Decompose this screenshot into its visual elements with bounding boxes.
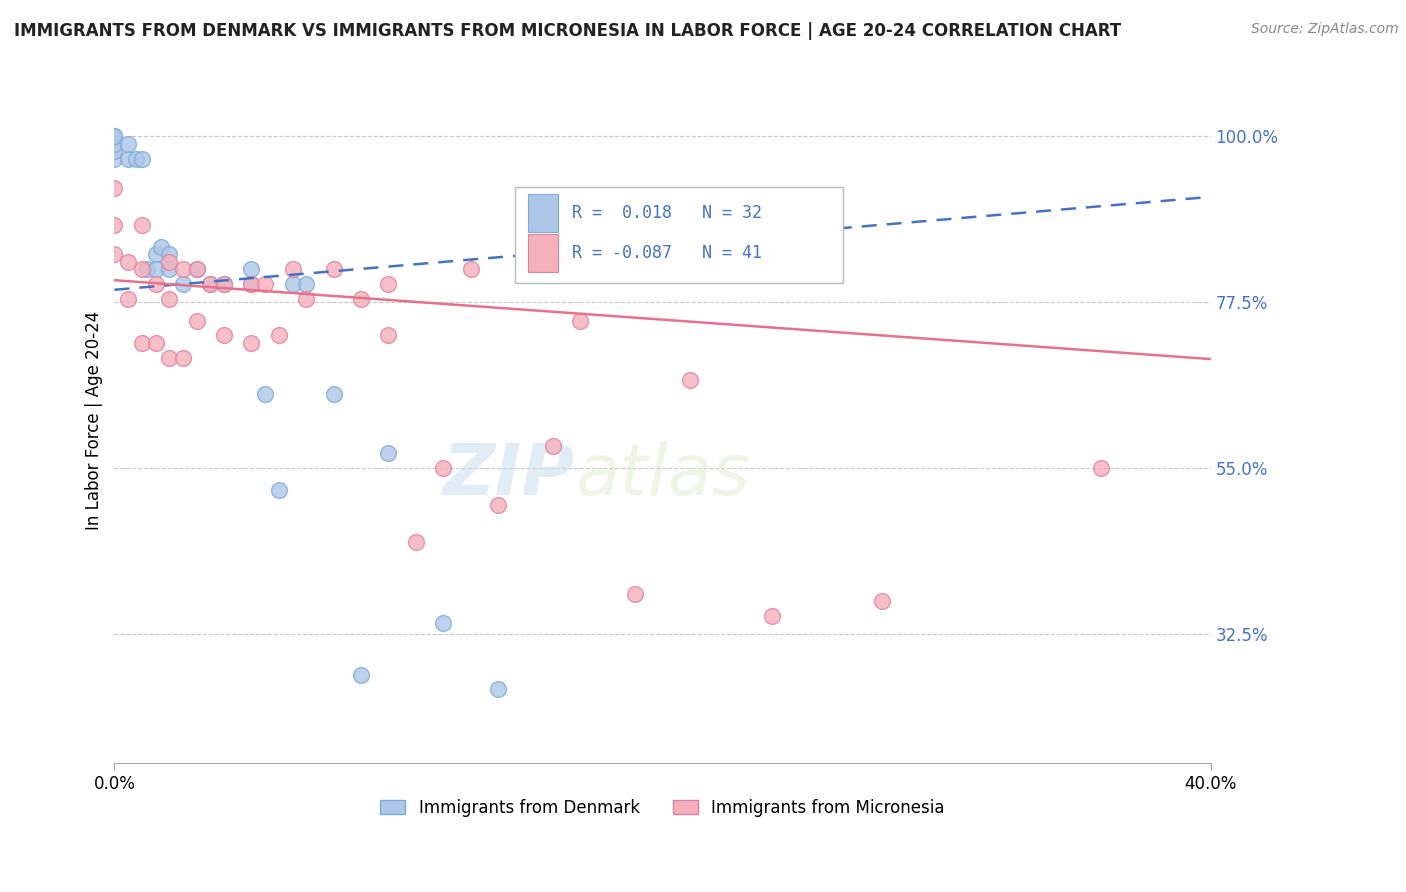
Point [186, 314, 208, 328]
Point [103, 181, 125, 195]
Point [761, 608, 783, 623]
Point [172, 351, 194, 365]
Point [377, 277, 399, 291]
Point [212, 328, 235, 343]
Point [432, 615, 454, 630]
Point [157, 292, 180, 306]
Point [131, 152, 153, 166]
Point [103, 218, 125, 232]
Point [240, 277, 263, 291]
Point [706, 218, 728, 232]
Point [157, 351, 180, 365]
Point [377, 328, 399, 343]
Text: R =  0.018   N = 32: R = 0.018 N = 32 [572, 204, 762, 222]
Point [117, 136, 139, 151]
Point [186, 262, 208, 277]
Point [212, 277, 235, 291]
Point [281, 262, 304, 277]
Bar [527, 234, 558, 272]
Point [131, 218, 153, 232]
Point [486, 498, 509, 512]
Point [350, 292, 373, 306]
FancyBboxPatch shape [515, 187, 844, 283]
Point [200, 277, 222, 291]
Point [377, 446, 399, 460]
Point [103, 129, 125, 144]
Point [103, 136, 125, 151]
Point [172, 277, 194, 291]
Point [157, 262, 180, 277]
Point [541, 439, 564, 453]
Point [131, 335, 153, 350]
Point [150, 240, 173, 254]
Point [103, 152, 125, 166]
Text: ZIP: ZIP [443, 441, 575, 509]
Point [267, 483, 290, 498]
Point [103, 129, 125, 144]
Point [125, 152, 148, 166]
Point [145, 247, 167, 261]
Point [136, 262, 159, 277]
Point [103, 144, 125, 158]
Point [145, 335, 167, 350]
Text: atlas: atlas [575, 441, 749, 509]
Point [145, 277, 167, 291]
Text: R = -0.087   N = 41: R = -0.087 N = 41 [572, 244, 762, 262]
Point [350, 667, 373, 681]
Point [117, 254, 139, 268]
Text: Source: ZipAtlas.com: Source: ZipAtlas.com [1251, 22, 1399, 37]
Point [103, 247, 125, 261]
Point [295, 292, 318, 306]
Point [172, 262, 194, 277]
Point [460, 262, 482, 277]
Point [267, 328, 290, 343]
Point [405, 535, 427, 549]
Point [240, 335, 263, 350]
Point [117, 152, 139, 166]
Point [157, 247, 180, 261]
Point [624, 586, 647, 600]
Point [569, 314, 592, 328]
Point [624, 262, 647, 277]
Point [281, 277, 304, 291]
Point [870, 594, 893, 608]
Point [200, 277, 222, 291]
Y-axis label: In Labor Force | Age 20-24: In Labor Force | Age 20-24 [86, 310, 103, 530]
Point [295, 277, 318, 291]
Legend: Immigrants from Denmark, Immigrants from Micronesia: Immigrants from Denmark, Immigrants from… [374, 792, 952, 823]
Point [679, 373, 702, 387]
Point [322, 262, 344, 277]
Point [432, 461, 454, 475]
Point [240, 277, 263, 291]
Point [212, 277, 235, 291]
Point [145, 262, 167, 277]
Point [486, 682, 509, 697]
Point [186, 262, 208, 277]
Point [254, 277, 277, 291]
Point [157, 254, 180, 268]
Point [254, 387, 277, 401]
Point [240, 262, 263, 277]
Point [131, 262, 153, 277]
Text: IMMIGRANTS FROM DENMARK VS IMMIGRANTS FROM MICRONESIA IN LABOR FORCE | AGE 20-24: IMMIGRANTS FROM DENMARK VS IMMIGRANTS FR… [14, 22, 1121, 40]
Point [322, 387, 344, 401]
Bar [527, 194, 558, 232]
Point [1090, 461, 1112, 475]
Point [117, 292, 139, 306]
